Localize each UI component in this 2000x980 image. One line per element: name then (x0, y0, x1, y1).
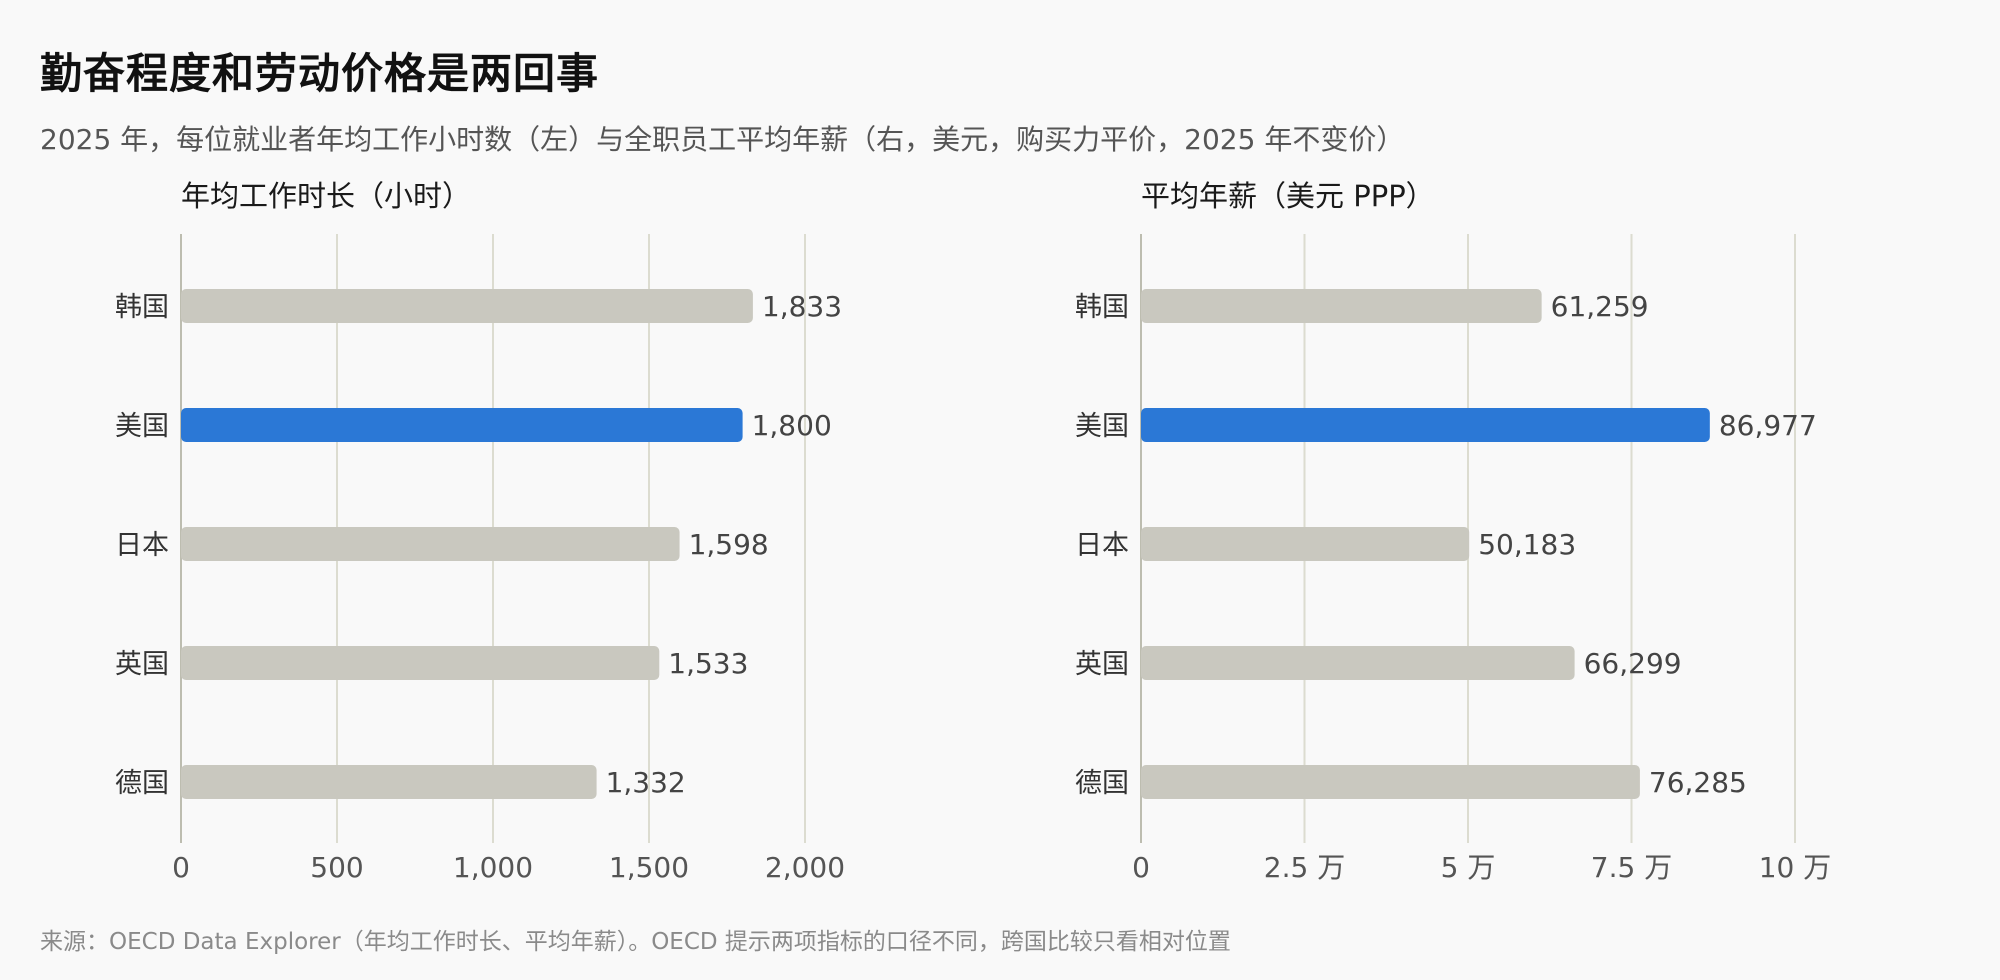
value-label: 1,533 (668, 647, 748, 680)
bar (1141, 527, 1470, 561)
category-label: 韩国 (1075, 292, 1129, 323)
category-label: 德国 (115, 768, 169, 799)
category-label: 德国 (1075, 768, 1129, 799)
panel-title: 年均工作时长（小时） (181, 179, 471, 213)
x-tick-label: 2,000 (765, 851, 845, 884)
x-tick-label: 5 万 (1441, 851, 1496, 884)
category-label: 英国 (1075, 649, 1129, 680)
x-tick-label: 500 (310, 851, 363, 884)
value-label: 66,299 (1584, 647, 1682, 680)
x-tick-label: 0 (172, 851, 190, 884)
chart-title: 勤奋程度和劳动价格是两回事 (40, 49, 600, 98)
bar (1141, 765, 1640, 799)
x-tick-label: 10 万 (1759, 851, 1832, 884)
bar (181, 765, 597, 799)
bar (1141, 646, 1575, 680)
x-tick-label: 7.5 万 (1591, 851, 1672, 884)
value-label: 1,598 (689, 528, 769, 561)
value-label: 1,800 (752, 409, 832, 442)
value-label: 50,183 (1478, 528, 1576, 561)
panel-title: 平均年薪（美元 PPP） (1141, 179, 1435, 213)
category-label: 美国 (115, 411, 169, 442)
bar (181, 289, 753, 323)
bar (181, 408, 743, 442)
chart-subtitle: 2025 年，每位就业者年均工作小时数（左）与全职员工平均年薪（右，美元，购买力… (40, 123, 1405, 156)
category-label: 英国 (115, 649, 169, 680)
value-label: 1,332 (606, 766, 686, 799)
value-label: 76,285 (1649, 766, 1747, 799)
value-label: 1,833 (762, 290, 842, 323)
bar (1141, 408, 1710, 442)
x-tick-label: 2.5 万 (1264, 851, 1345, 884)
category-label: 美国 (1075, 411, 1129, 442)
category-label: 日本 (1075, 530, 1129, 561)
bar (1141, 289, 1542, 323)
category-label: 日本 (115, 530, 169, 561)
x-tick-label: 1,500 (609, 851, 689, 884)
bar (181, 646, 660, 680)
value-label: 86,977 (1719, 409, 1817, 442)
x-tick-label: 1,000 (453, 851, 533, 884)
x-tick-label: 0 (1132, 851, 1150, 884)
value-label: 61,259 (1551, 290, 1649, 323)
category-label: 韩国 (115, 292, 169, 323)
source-note: 来源：OECD Data Explorer（年均工作时长、平均年薪）。OECD … (40, 929, 1231, 955)
bar (181, 527, 680, 561)
